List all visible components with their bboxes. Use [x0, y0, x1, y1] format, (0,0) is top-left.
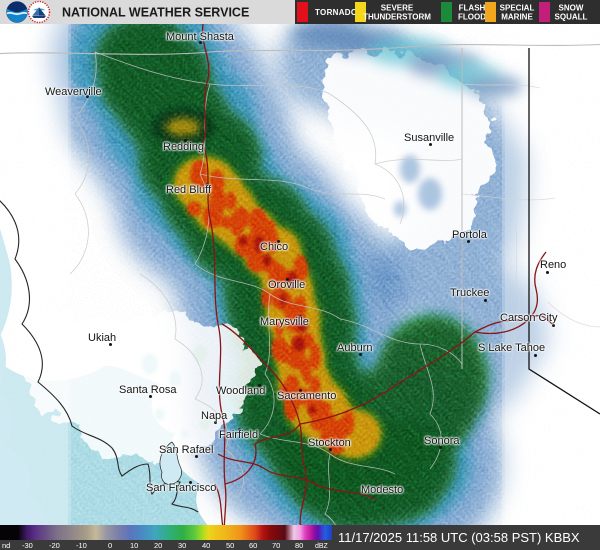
svg-text:TORNADO: TORNADO — [315, 8, 357, 17]
svg-text:50: 50 — [226, 541, 234, 550]
svg-text:30: 30 — [178, 541, 186, 550]
svg-text:THUNDERSTORM: THUNDERSTORM — [363, 13, 431, 22]
svg-text:10: 10 — [130, 541, 138, 550]
svg-text:-30: -30 — [22, 541, 33, 550]
svg-text:nd: nd — [2, 541, 10, 550]
svg-text:-20: -20 — [49, 541, 60, 550]
svg-text:40: 40 — [202, 541, 210, 550]
svg-text:FLASH: FLASH — [459, 4, 486, 13]
svg-text:dBZ: dBZ — [315, 543, 329, 550]
svg-text:70: 70 — [272, 541, 280, 550]
svg-text:20: 20 — [154, 541, 162, 550]
svg-text:SQUALL: SQUALL — [555, 13, 588, 22]
svg-text:60: 60 — [249, 541, 257, 550]
svg-text:0: 0 — [108, 541, 112, 550]
svg-text:80: 80 — [295, 541, 303, 550]
svg-text:NATIONAL WEATHER SERVICE: NATIONAL WEATHER SERVICE — [62, 6, 249, 20]
svg-text:SEVERE: SEVERE — [381, 4, 414, 13]
svg-text:MARINE: MARINE — [501, 13, 533, 22]
svg-text:SPECIAL: SPECIAL — [500, 4, 535, 13]
svg-text:FLOOD: FLOOD — [458, 13, 486, 22]
svg-text:SNOW: SNOW — [559, 4, 584, 13]
svg-text:-10: -10 — [76, 541, 87, 550]
